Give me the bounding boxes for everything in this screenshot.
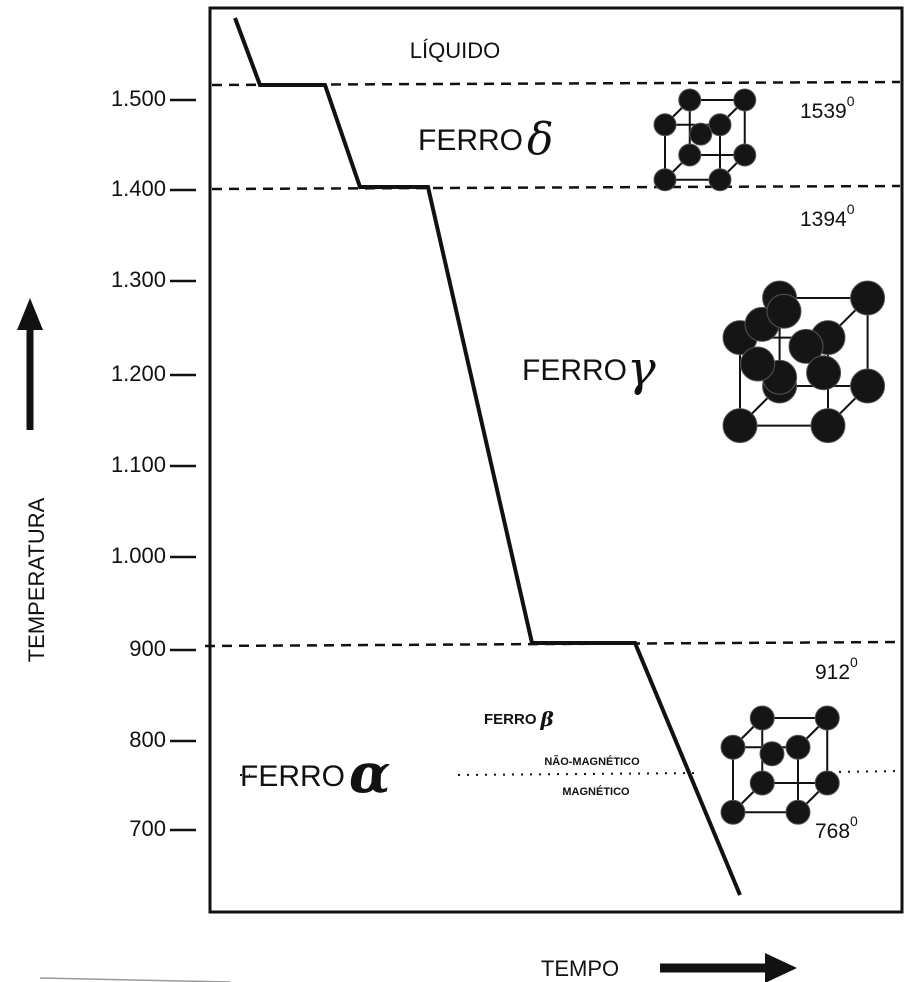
y-axis-label: TEMPERATURA xyxy=(24,497,49,662)
atom xyxy=(734,144,756,166)
atom xyxy=(815,706,839,730)
y-tick-label: 1.500 xyxy=(111,86,166,111)
crystal-lattice xyxy=(721,706,839,824)
atom xyxy=(807,356,841,390)
transition-label: 13940 xyxy=(800,201,855,231)
phase-label: FERROγ xyxy=(522,341,656,397)
phase-name: FERRO xyxy=(418,124,523,157)
atom xyxy=(815,771,839,795)
y-tick-label: 700 xyxy=(129,816,166,841)
scan-mark xyxy=(40,978,230,982)
atom xyxy=(760,742,784,766)
dotted-line xyxy=(830,771,900,772)
magnetism-label: NÃO-MAGNÉTICO xyxy=(544,755,640,768)
atom xyxy=(741,347,775,381)
temperature: 768 xyxy=(815,820,850,843)
y-tick-label: 1.000 xyxy=(111,543,166,568)
atom xyxy=(750,706,774,730)
phase-label: FERROα xyxy=(240,741,391,805)
y-tick-label: 1.200 xyxy=(111,361,166,386)
x-axis-label: TEMPO xyxy=(541,956,619,981)
crystal-lattice xyxy=(723,281,885,443)
transition-label: 15390 xyxy=(800,93,855,123)
arrow-head xyxy=(17,298,43,330)
y-tick-label: 900 xyxy=(129,636,166,661)
atom xyxy=(721,735,745,759)
atom xyxy=(750,771,774,795)
transition-label: 7680 xyxy=(815,813,858,843)
atom xyxy=(786,735,810,759)
atom xyxy=(690,123,712,145)
phase-name: FERRO xyxy=(240,760,345,793)
atom xyxy=(709,169,731,191)
y-tick-label: 1.300 xyxy=(111,267,166,292)
atom xyxy=(721,800,745,824)
degree: 0 xyxy=(847,93,855,109)
phase-symbol: β xyxy=(540,707,554,731)
temperature: 1394 xyxy=(800,208,847,231)
atom xyxy=(851,369,885,403)
y-tick-label: 1.100 xyxy=(111,452,166,477)
atom xyxy=(734,89,756,111)
atom xyxy=(786,800,810,824)
atom xyxy=(811,409,845,443)
phase-label: FERROδ xyxy=(418,114,554,165)
phase-symbol: δ xyxy=(527,114,554,165)
atom xyxy=(679,144,701,166)
atom xyxy=(654,114,676,136)
phase-symbol: α xyxy=(349,741,391,805)
diagram: TEMPERATURA TEMPO LÍQUIDO FERROδ FERROγ … xyxy=(0,0,916,982)
atom xyxy=(679,89,701,111)
atom xyxy=(709,114,731,136)
phase-label: LÍQUIDO xyxy=(410,38,500,63)
crystal-lattice xyxy=(654,89,756,191)
degree: 0 xyxy=(850,654,858,670)
degree: 0 xyxy=(850,813,858,829)
boundary-line xyxy=(212,186,900,189)
atom xyxy=(767,294,801,328)
arrow-head xyxy=(765,953,797,982)
degree: 0 xyxy=(847,201,855,217)
dotted-line xyxy=(458,773,700,775)
transition-label: 9120 xyxy=(815,654,858,684)
phase-symbol: γ xyxy=(627,341,656,397)
temperature: 1539 xyxy=(800,100,847,123)
atom xyxy=(851,281,885,315)
phase-name: FERRO xyxy=(484,711,537,728)
temperature: 912 xyxy=(815,661,850,684)
phase-name: FERRO xyxy=(522,354,627,387)
y-tick-label: 800 xyxy=(129,727,166,752)
y-tick-label: 1.400 xyxy=(111,176,166,201)
atom xyxy=(654,169,676,191)
atom xyxy=(723,409,757,443)
magnetism-label: MAGNÉTICO xyxy=(562,785,630,798)
